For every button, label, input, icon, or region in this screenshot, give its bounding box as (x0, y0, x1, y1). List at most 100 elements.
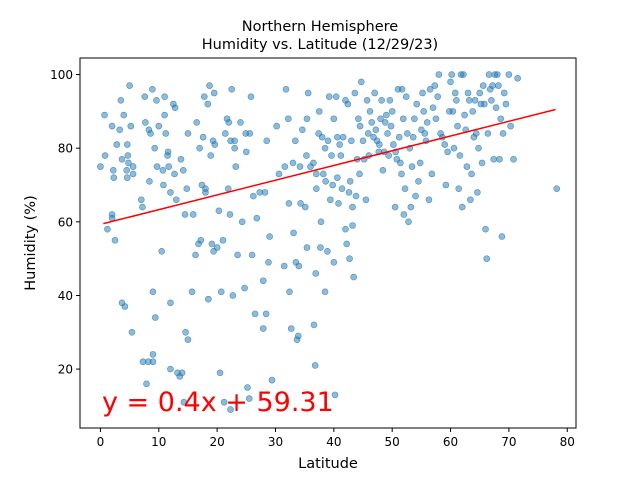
data-point (184, 130, 192, 137)
data-point (304, 89, 312, 97)
data-point (401, 185, 409, 192)
data-point (482, 225, 489, 233)
x-tick-label: 30 (268, 435, 283, 449)
data-point (243, 148, 250, 156)
chart-title: Northern Hemisphere (242, 19, 398, 35)
data-point (400, 211, 408, 218)
data-point (349, 203, 356, 211)
data-point (111, 236, 119, 244)
data-point (143, 380, 150, 388)
data-point (412, 192, 419, 200)
data-point (332, 93, 340, 100)
data-point (474, 189, 481, 196)
data-points (97, 71, 561, 413)
data-point (162, 130, 170, 137)
data-point (281, 163, 289, 170)
x-axis: 0 10 20 30 40 50 60 70 80 (97, 428, 575, 449)
data-point (178, 369, 186, 377)
data-point (259, 277, 267, 285)
data-point (321, 144, 329, 152)
data-point (118, 155, 126, 163)
data-point (199, 133, 207, 141)
data-point (475, 144, 482, 152)
data-point (336, 141, 343, 148)
data-point (388, 108, 396, 115)
data-point (413, 100, 421, 108)
x-tick-label: 70 (501, 435, 516, 449)
data-point (419, 89, 426, 97)
data-point (312, 270, 320, 277)
data-point (248, 251, 256, 259)
data-point (280, 262, 288, 270)
x-tick-label: 40 (326, 435, 341, 449)
data-point (451, 89, 459, 97)
data-point (495, 82, 502, 89)
y-tick-label: 80 (58, 142, 73, 156)
data-point (149, 85, 156, 93)
data-point (303, 115, 311, 123)
data-point (215, 207, 223, 215)
data-point (237, 119, 244, 126)
data-point (295, 262, 303, 270)
data-point (366, 108, 374, 115)
data-point (499, 130, 507, 137)
data-point (334, 133, 341, 141)
data-point (158, 247, 165, 255)
data-point (123, 141, 131, 148)
data-point (416, 159, 424, 167)
data-point (454, 122, 461, 130)
data-point (484, 130, 492, 137)
data-point (113, 141, 121, 148)
data-point (184, 336, 192, 343)
data-point (318, 133, 326, 141)
data-point (339, 133, 347, 141)
data-point (320, 170, 327, 178)
data-point (227, 406, 234, 413)
data-point (287, 325, 295, 332)
data-point (172, 196, 180, 204)
data-point (245, 395, 253, 402)
data-point (265, 259, 272, 266)
data-point (510, 155, 517, 163)
data-point (139, 203, 146, 211)
data-point (399, 115, 407, 123)
data-point (351, 89, 359, 97)
data-point (160, 181, 167, 189)
data-point (179, 166, 187, 174)
data-point (420, 108, 428, 115)
data-point (193, 119, 201, 126)
data-point (415, 178, 422, 185)
data-point (346, 178, 354, 185)
y-tick-label: 40 (58, 289, 73, 303)
chart-subtitle: Humidity vs. Latitude (12/29/23) (202, 37, 438, 53)
x-tick-label: 80 (560, 435, 575, 449)
data-point (498, 233, 506, 240)
data-point (141, 93, 149, 100)
data-point (231, 137, 238, 145)
data-point (155, 122, 163, 130)
data-point (391, 203, 399, 211)
data-point (275, 170, 283, 178)
data-point (450, 144, 458, 152)
data-point (97, 163, 104, 170)
data-point (386, 97, 394, 104)
data-point (377, 115, 384, 123)
data-point (390, 141, 397, 148)
data-point (407, 203, 415, 211)
data-point (441, 141, 449, 148)
data-point (262, 310, 270, 318)
regression-line-group (103, 108, 556, 225)
data-point (282, 85, 290, 93)
data-point (481, 100, 488, 108)
data-point (489, 82, 496, 89)
data-point (171, 104, 179, 111)
data-point (124, 152, 132, 159)
data-point (101, 152, 109, 159)
data-point (273, 122, 280, 130)
data-point (161, 111, 168, 119)
data-point (350, 273, 357, 281)
data-point (464, 89, 472, 97)
data-point (362, 196, 370, 204)
data-point (286, 288, 293, 296)
